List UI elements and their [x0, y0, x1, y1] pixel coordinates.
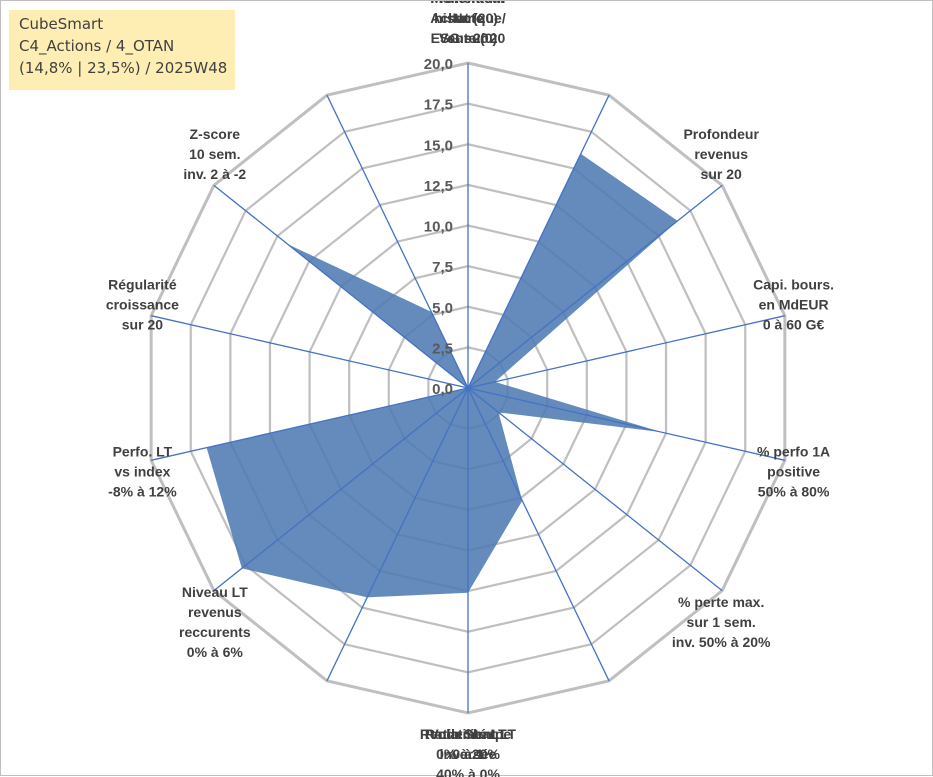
axis-label: Z-score 10 sem. inv. 2 à -2 [183, 126, 246, 182]
tick-label: 12,5 [424, 178, 453, 195]
axis-label: Volatilité LT inversée 40% à 0% [429, 726, 507, 777]
axis-label: Note ESG sur 20 [431, 10, 506, 46]
info-stats: (14,8% | 23,5%) / 2025W48 [19, 59, 228, 77]
tick-label: 5,0 [432, 300, 453, 317]
axis-spoke [467, 387, 723, 592]
axis-label: % perfo 1A positive 50% à 80% [757, 443, 830, 499]
axis-label: Profondeur revenus sur 20 [683, 126, 759, 182]
tick-labels: 0,0 2,5 5,0 7,5 10,0 12,5 15,0 17,5 20,0 [424, 56, 453, 398]
axis-label: Capi. bours. en MdEUR 0 à 60 G€ [753, 277, 834, 333]
axis-spoke [467, 315, 785, 389]
axis-spoke [467, 94, 610, 389]
axis-spoke [213, 387, 469, 592]
axis-spoke [151, 387, 469, 461]
axis-spoke [213, 184, 469, 389]
axis-spoke [151, 315, 469, 389]
axis-spoke [467, 387, 610, 682]
axis-spokes [151, 63, 785, 713]
tick-label: 7,5 [432, 259, 453, 276]
tick-label: 2,5 [432, 340, 453, 357]
tick-label: 17,5 [424, 97, 453, 114]
series-polygon [206, 153, 678, 598]
tick-label: 10,0 [424, 219, 453, 236]
axis-label: Profondeurhistoriquesur 20 [430, 1, 506, 46]
axis-label: Perfo. LT vs index -8% à 12% [108, 443, 177, 499]
axis-spoke [326, 94, 469, 389]
axis-spoke [467, 387, 785, 461]
tick-label: 20,0 [424, 56, 453, 73]
info-box: CubeSmart C4_Actions / 4_OTAN (14,8% | 2… [9, 10, 235, 90]
info-company: CubeSmart [19, 15, 104, 33]
axis-label: Ratio Sharpe 0 à 1 [425, 726, 512, 762]
tick-label: 15,0 [424, 137, 453, 154]
axis-label: Régularité croissance sur 20 [106, 277, 179, 333]
info-category: C4_Actions / 4_OTAN [19, 37, 175, 55]
axis-spoke [326, 387, 469, 682]
axis-spoke [467, 184, 723, 389]
axis-label: Niveau LT revenus reccurents 0% à 6% [179, 584, 251, 660]
tick-label: 0,0 [432, 381, 453, 398]
axis-label: MomentumAchat (20) /Vente (0) [430, 1, 506, 46]
axis-label: Rendement LT 0% à 20% [420, 726, 517, 762]
series-area [206, 153, 678, 598]
axis-label: % perte max. sur 1 sem. inv. 50% à 20% [672, 594, 771, 650]
